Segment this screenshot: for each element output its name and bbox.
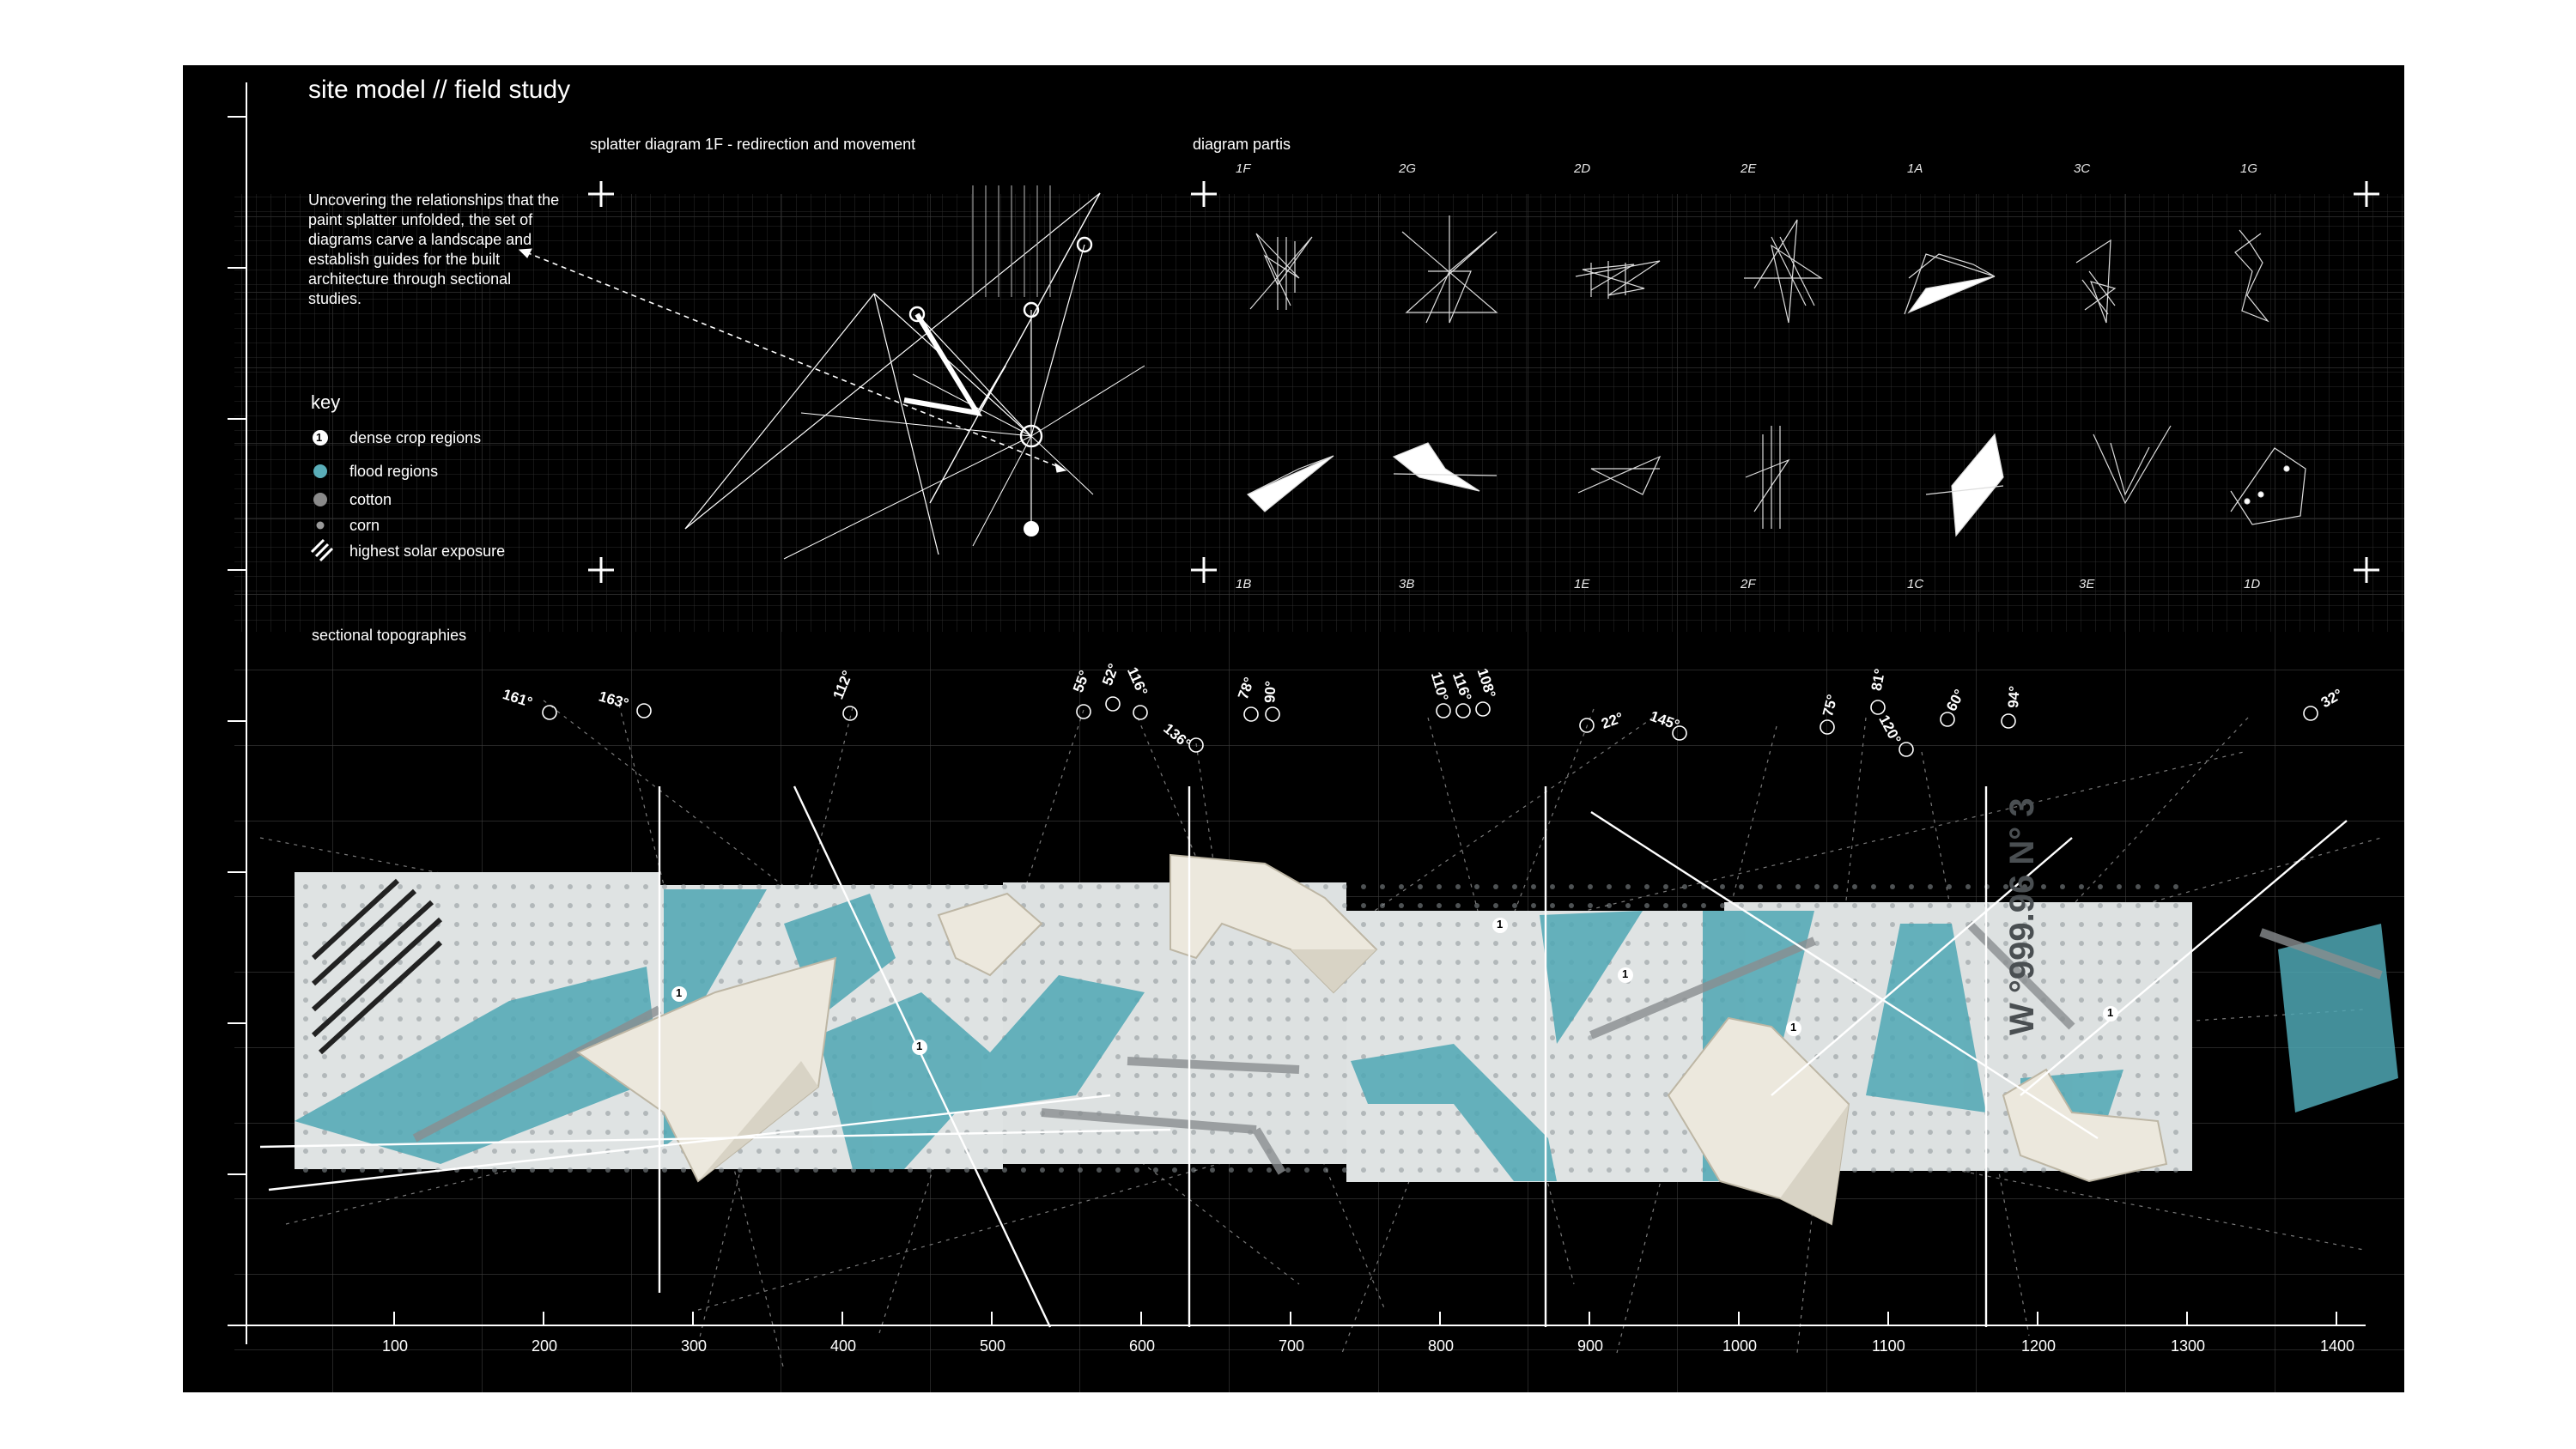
intro-text: Uncovering the relationships that the pa… bbox=[308, 191, 560, 307]
parti-3C bbox=[2075, 239, 2117, 324]
axis-tick-label: 200 bbox=[532, 1337, 558, 1355]
axis-tick-label: 1100 bbox=[1872, 1337, 1905, 1355]
parti-1B bbox=[1246, 455, 1334, 512]
registration-crosses bbox=[588, 181, 2379, 583]
parti-code: 1A bbox=[1907, 161, 1923, 176]
axis-tick-label: 1300 bbox=[2171, 1337, 2206, 1355]
dense-crop-mark: 1 bbox=[1497, 918, 1504, 931]
parti-code: 1C bbox=[1907, 577, 1924, 591]
splatter-heading: splatter diagram 1F - redirection and mo… bbox=[590, 136, 916, 153]
axis-tick-label: 1200 bbox=[2021, 1337, 2057, 1355]
parti-2D bbox=[1575, 260, 1661, 299]
key-solar: highest solar exposure bbox=[349, 543, 506, 560]
parti-2G bbox=[1401, 215, 1498, 324]
key-markers bbox=[310, 430, 334, 562]
dense-crop-marks bbox=[671, 918, 2118, 1055]
site-model bbox=[295, 853, 2398, 1226]
splatter-diagram bbox=[518, 185, 1145, 560]
parti-code: 1B bbox=[1236, 577, 1252, 591]
axis-tick-label: 600 bbox=[1129, 1337, 1156, 1355]
axis-tick-label: 1400 bbox=[2320, 1337, 2355, 1355]
board-print-text: W °999.96 N° 3 bbox=[2003, 797, 2041, 1035]
parti-code: 1D bbox=[2244, 577, 2261, 591]
parti-2F bbox=[1745, 426, 1790, 529]
parti-code: 3E bbox=[2079, 577, 2095, 591]
key-corn: corn bbox=[349, 517, 380, 534]
dense-crop-mark: 1 bbox=[676, 986, 683, 999]
parti-2E bbox=[1744, 219, 1824, 324]
section-lines bbox=[259, 785, 2348, 1328]
angle-markers bbox=[542, 696, 2318, 757]
dense-crop-mark: 1 bbox=[1622, 967, 1629, 980]
key-cotton: cotton bbox=[349, 491, 392, 508]
parti-code: 2D bbox=[1574, 161, 1591, 176]
axis-tick-label: 900 bbox=[1577, 1337, 1604, 1355]
dense-crop-mark: 1 bbox=[916, 1040, 923, 1052]
axis-tick-label: 100 bbox=[382, 1337, 409, 1355]
key-dense-crop: dense crop regions bbox=[349, 429, 482, 446]
dense-crop-mark: 1 bbox=[2107, 1006, 2114, 1019]
partis-bottom-row bbox=[1246, 425, 2306, 537]
parti-1G bbox=[2234, 229, 2269, 323]
parti-1E bbox=[1577, 455, 1662, 495]
parti-code: 3C bbox=[2074, 161, 2091, 176]
axis-tick-label: 500 bbox=[980, 1337, 1006, 1355]
parti-1A bbox=[1904, 253, 1996, 315]
key-marker-number: 1 bbox=[316, 431, 323, 444]
parti-code: 3B bbox=[1399, 577, 1415, 591]
parti-1F bbox=[1249, 233, 1313, 310]
parti-1C bbox=[1925, 433, 2004, 537]
parti-code: 1G bbox=[2240, 161, 2258, 176]
page-title: site model // field study bbox=[308, 76, 571, 104]
left-ruler bbox=[228, 82, 247, 1344]
angle-label: 94° bbox=[2004, 685, 2023, 709]
axis-tick-label: 1000 bbox=[1722, 1337, 1758, 1355]
minor-grid bbox=[234, 194, 2404, 632]
parti-code: 2F bbox=[1741, 577, 1756, 591]
parti-3B bbox=[1392, 442, 1498, 492]
bottom-axis bbox=[246, 1312, 2366, 1326]
partis-heading: diagram partis bbox=[1193, 136, 1291, 153]
dense-crop-mark: 1 bbox=[1790, 1021, 1797, 1034]
axis-tick-label: 800 bbox=[1428, 1337, 1455, 1355]
key-title: key bbox=[311, 391, 341, 413]
parti-1D bbox=[2230, 447, 2306, 525]
axis-tick-label: 300 bbox=[681, 1337, 708, 1355]
key-flood: flood regions bbox=[349, 463, 439, 480]
board: site model // field study splatter diagr… bbox=[183, 65, 2404, 1392]
partis-top-row bbox=[1249, 215, 2269, 324]
solar-hatch bbox=[311, 878, 443, 1055]
axis-tick-label: 400 bbox=[830, 1337, 857, 1355]
axis-tick-label: 700 bbox=[1279, 1337, 1305, 1355]
parti-code: 1F bbox=[1236, 161, 1251, 176]
parti-code: 1E bbox=[1574, 577, 1590, 591]
parti-code: 2G bbox=[1399, 161, 1417, 176]
angle-label: 90° bbox=[1261, 680, 1279, 704]
sectional-heading: sectional topographies bbox=[312, 627, 467, 644]
parti-code: 2E bbox=[1741, 161, 1757, 176]
drawing-canvas bbox=[228, 82, 2404, 1392]
parti-3E bbox=[2093, 425, 2172, 505]
